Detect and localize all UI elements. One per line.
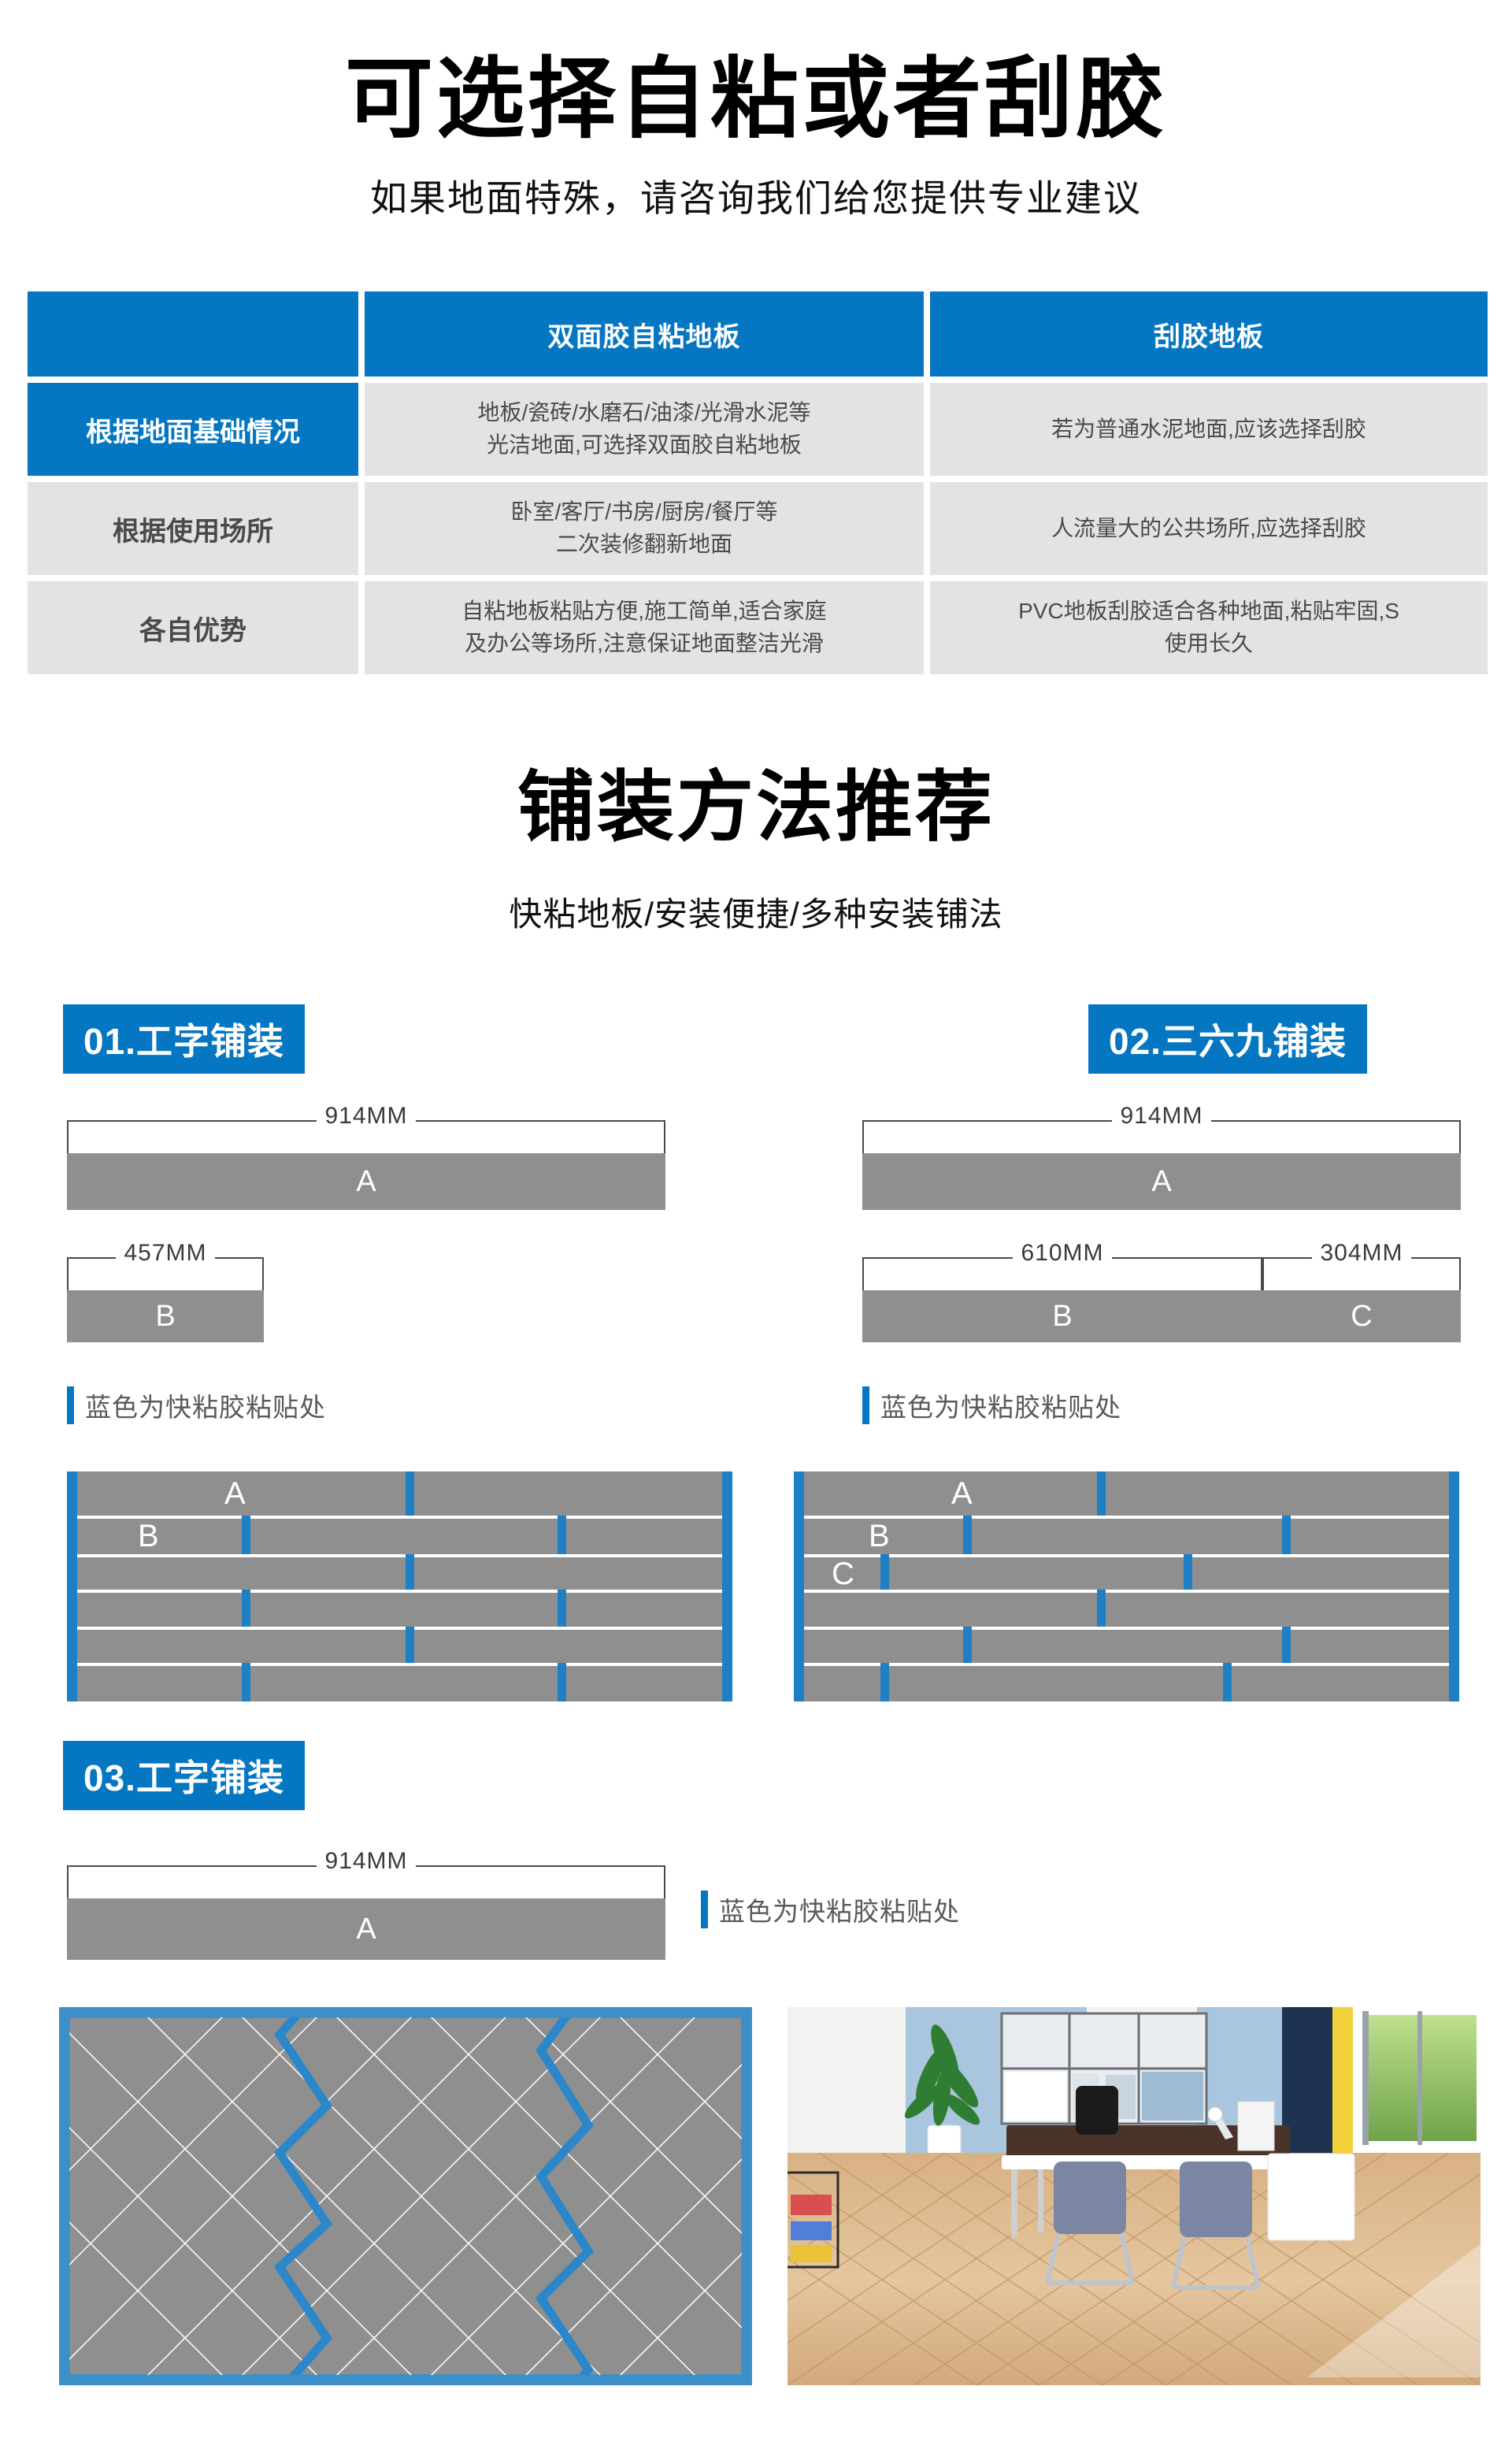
legend-02: 蓝色为快粘胶粘贴处 [862, 1386, 1121, 1424]
legend-color-swatch-icon [862, 1386, 869, 1424]
cell-usage-glue: 人流量大的公共场所,应选择刮胶 [930, 482, 1488, 575]
spec-body-02-a: A [862, 1153, 1461, 1210]
legend-03: 蓝色为快粘胶粘贴处 [701, 1891, 960, 1928]
spec-dim-label-02-a: 914MM [864, 1103, 1459, 1130]
spec-dim-label-02-c: 304MM [1264, 1240, 1459, 1267]
spec-bar-01-a: 914MM A [67, 1103, 665, 1210]
room-photo [788, 2007, 1480, 2385]
spec-dim-label-02-b: 610MM [864, 1240, 1261, 1267]
spec-dim-line-02-a: 914MM [862, 1103, 1461, 1153]
spec-bar-02-b: 610MM B [862, 1240, 1262, 1342]
spec-body-02-b: B [862, 1290, 1262, 1342]
spec-bar-03-a: 914MM A [67, 1848, 665, 1960]
comparison-table: 双面胶自粘地板 刮胶地板 根据地面基础情况 地板/瓷砖/水磨石/油漆/光滑水泥等… [28, 291, 1488, 681]
pattern-edge-right-01 [722, 1471, 732, 1701]
spec-dim-label-01-a: 914MM [69, 1103, 664, 1130]
room-photo-svg [788, 2007, 1480, 2385]
method-badge-02: 02.三六九铺装 [1088, 1004, 1367, 1074]
page-title: 可选择自粘或者刮胶 [345, 50, 1167, 148]
table-header-row: 双面胶自粘地板 刮胶地板 [28, 291, 1488, 377]
pattern-diagram-01: A B [67, 1471, 732, 1701]
table-header-glue: 刮胶地板 [930, 291, 1488, 377]
spec-body-01-b: B [67, 1290, 264, 1342]
cell-advantages-self-adhesive: 自粘地板粘贴方便,施工简单,适合家庭 及办公等场所,注意保证地面整洁光滑 [365, 581, 924, 674]
spec-dim-line-01-a: 914MM [67, 1103, 665, 1153]
table-header-self-adhesive: 双面胶自粘地板 [365, 291, 924, 377]
pattern-letter-a-02: A [951, 1476, 973, 1511]
table-header-corner [28, 291, 358, 377]
spec-dim-label-01-b: 457MM [69, 1240, 262, 1267]
spec-dim-line-01-b: 457MM [67, 1240, 264, 1290]
spec-bar-02-a: 914MM A [862, 1103, 1461, 1210]
pattern-letter-c-02: C [832, 1557, 854, 1591]
spec-bar-02-c: 304MM C [1262, 1240, 1461, 1342]
table-row: 根据使用场所 卧室/客厅/书房/厨房/餐厅等 二次装修翻新地面 人流量大的公共场所… [28, 482, 1488, 575]
legend-01: 蓝色为快粘胶粘贴处 [67, 1386, 326, 1424]
table-row: 各自优势 自粘地板粘贴方便,施工简单,适合家庭 及办公等场所,注意保证地面整洁光滑… [28, 581, 1488, 674]
row-label-advantages: 各自优势 [28, 581, 358, 674]
section-title-installation: 铺装方法推荐 [517, 763, 995, 850]
cell-substrate-self-adhesive: 地板/瓷砖/水磨石/油漆/光滑水泥等 光洁地面,可选择双面胶自粘地板 [365, 383, 924, 476]
pattern-edge-left-02 [794, 1471, 804, 1701]
section-subtitle-installation: 快粘地板/安装便捷/多种安装铺法 [509, 896, 1003, 933]
legend-color-swatch-icon [67, 1386, 74, 1424]
pattern-letter-b-02: B [869, 1519, 890, 1553]
pattern-edge-right-02 [1449, 1471, 1459, 1701]
method-badge-03: 03.工字铺装 [63, 1741, 305, 1810]
spec-dim-line-02-c: 304MM [1262, 1240, 1461, 1290]
pattern-letter-a-01: A [224, 1476, 246, 1511]
herringbone-svg [59, 2007, 752, 2385]
pattern-edge-left-01 [67, 1471, 77, 1701]
spec-bar-01-b: 457MM B [67, 1240, 264, 1342]
spec-dim-line-02-b: 610MM [862, 1240, 1262, 1290]
method-badge-01: 01.工字铺装 [63, 1004, 305, 1074]
page-subtitle: 如果地面特殊，请咨询我们给您提供专业建议 [370, 177, 1142, 219]
legend-color-swatch-icon [701, 1891, 708, 1928]
herringbone-pattern-diagram [59, 2007, 752, 2385]
row-label-usage: 根据使用场所 [28, 482, 358, 575]
table-row: 根据地面基础情况 地板/瓷砖/水磨石/油漆/光滑水泥等 光洁地面,可选择双面胶自粘… [28, 383, 1488, 476]
spec-body-02-c: C [1262, 1290, 1461, 1342]
cell-substrate-glue: 若为普通水泥地面,应该选择刮胶 [930, 383, 1488, 476]
cell-advantages-glue: PVC地板刮胶适合各种地面,粘贴牢固,S 使用长久 [930, 581, 1488, 674]
spec-dim-line-03-a: 914MM [67, 1848, 665, 1898]
row-label-substrate: 根据地面基础情况 [28, 383, 358, 476]
spec-body-01-a: A [67, 1153, 665, 1210]
spec-dim-label-03-a: 914MM [69, 1848, 664, 1875]
cell-usage-self-adhesive: 卧室/客厅/书房/厨房/餐厅等 二次装修翻新地面 [365, 482, 924, 575]
pattern-diagram-02: A B C [794, 1471, 1459, 1701]
pattern-letter-b-01: B [138, 1519, 159, 1553]
spec-body-03-a: A [67, 1898, 665, 1960]
